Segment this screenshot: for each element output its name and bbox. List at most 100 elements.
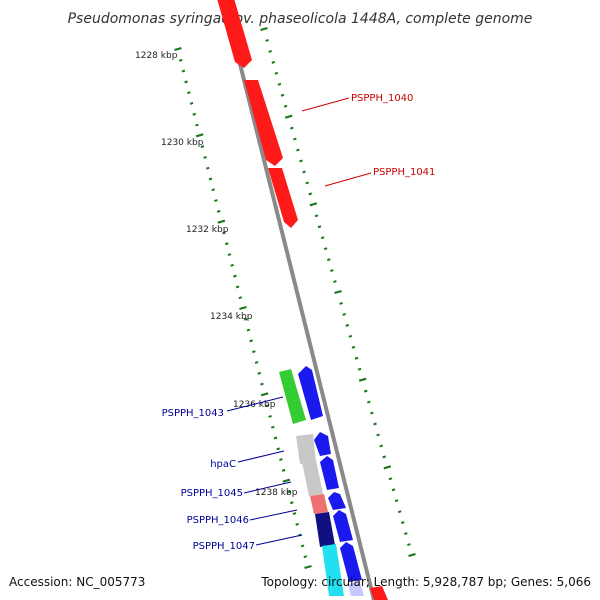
outer-ruler-tick — [284, 114, 293, 119]
inner-ruler-tick — [178, 58, 183, 62]
outer-ruler-tick — [351, 345, 356, 349]
gene-pspph-1043[interactable] — [279, 369, 306, 424]
label-pspph-1046[interactable]: PSPPH_1046 — [187, 515, 249, 526]
inner-ruler-tick — [214, 199, 218, 203]
outer-ruler-tick — [376, 433, 380, 437]
outer-ruler-tick — [320, 236, 325, 240]
inner-ruler-tick — [200, 145, 205, 149]
inner-ruler-tick — [187, 91, 191, 95]
outer-ruler-tick — [333, 280, 337, 283]
inner-ruler-tick — [260, 382, 264, 386]
inner-ruler-tick — [273, 436, 278, 440]
label-pspph-1047[interactable]: PSPPH_1047 — [193, 541, 255, 552]
outer-ruler-tick — [330, 269, 334, 273]
gene-salmon[interactable] — [310, 494, 328, 514]
outer-ruler-tick — [314, 214, 319, 218]
label-pspph-1043[interactable]: PSPPH_1043 — [162, 408, 224, 419]
inner-ruler-tick — [227, 253, 232, 256]
outer-ruler-tick — [388, 477, 393, 481]
gene-blue-4[interactable] — [328, 492, 346, 510]
outer-ruler-tick — [407, 543, 411, 546]
outer-ruler-tick — [308, 192, 313, 196]
leader-pspph-1041 — [324, 172, 372, 187]
inner-ruler-tick — [246, 328, 251, 332]
inner-ruler-tick — [260, 392, 269, 397]
gene-lavender[interactable] — [348, 582, 364, 596]
outer-ruler-tick — [299, 159, 303, 163]
outer-ruler-tick — [317, 225, 322, 229]
inner-ruler-tick — [303, 555, 308, 559]
inner-ruler-tick — [257, 371, 262, 375]
gene-pspph-1046[interactable] — [315, 512, 335, 547]
outer-ruler-tick — [370, 411, 374, 415]
inner-ruler-tick — [230, 263, 234, 267]
outer-ruler-tick — [309, 202, 318, 207]
inner-ruler-tick — [184, 80, 188, 84]
genome-backbone — [222, 0, 376, 600]
outer-ruler-tick — [265, 39, 269, 42]
tick-label-1234: 1234 kbp — [210, 312, 253, 322]
inner-ruler-tick — [295, 522, 299, 526]
inner-ruler-tick — [304, 564, 312, 570]
outer-ruler-tick — [293, 137, 297, 141]
inner-ruler-tick — [249, 339, 253, 343]
gene-blue-3[interactable] — [320, 456, 339, 490]
gene-pspph-1041[interactable] — [268, 168, 298, 228]
outer-ruler-tick — [277, 82, 282, 86]
gene-hpac[interactable] — [296, 434, 316, 464]
inner-ruler-tick — [233, 274, 237, 278]
inner-ruler-tick — [268, 414, 272, 418]
tick-label-1236: 1236 kbp — [233, 400, 276, 410]
leader-pspph-1047 — [255, 534, 303, 546]
gene-pspph-1047[interactable] — [322, 544, 344, 596]
outer-ruler-tick — [394, 499, 399, 503]
inner-ruler-tick — [282, 478, 291, 483]
gene-red-top[interactable] — [216, 0, 252, 68]
tick-label-1230: 1230 kbp — [161, 138, 204, 148]
inner-ruler-tick — [222, 231, 226, 235]
outer-ruler-tick — [354, 356, 359, 360]
gene-pspph-1045[interactable] — [302, 460, 323, 496]
inner-ruler-tick — [287, 490, 291, 494]
label-pspph-1040[interactable]: PSPPH_1040 — [351, 93, 413, 104]
kbp-ruler-track — [174, 26, 416, 570]
outer-ruler-tick — [348, 334, 353, 338]
label-pspph-1041[interactable]: PSPPH_1041 — [373, 167, 435, 178]
outer-ruler-tick — [408, 552, 416, 558]
outer-ruler-tick — [404, 532, 408, 536]
accession-text: Accession: NC_005773 — [9, 575, 145, 589]
inner-ruler-tick — [208, 177, 213, 181]
tick-label-1232: 1232 kbp — [186, 225, 229, 235]
leader-pspph-1045 — [243, 481, 292, 494]
outer-ruler-tick — [283, 104, 288, 108]
leader-pspph-1043 — [226, 396, 284, 412]
inner-ruler-tick — [189, 102, 194, 105]
label-pspph-1045[interactable]: PSPPH_1045 — [181, 488, 243, 499]
outer-ruler-tick — [271, 60, 276, 64]
outer-ruler-tick — [357, 367, 362, 371]
label-hpac[interactable]: hpaC — [210, 459, 236, 470]
gene-pspph-1040[interactable] — [244, 80, 283, 166]
gene-blue-6[interactable] — [340, 542, 362, 582]
inner-ruler-tick — [203, 155, 207, 159]
outer-ruler-tick — [260, 26, 268, 32]
outer-ruler-tick — [326, 258, 331, 262]
inner-ruler-tick — [239, 305, 247, 311]
outer-ruler-tick — [400, 521, 405, 525]
gene-blue-5[interactable] — [333, 510, 353, 542]
inner-ruler-tick — [300, 544, 305, 548]
gene-red-bottom[interactable] — [370, 586, 388, 600]
inner-ruler-tick — [205, 166, 210, 170]
gene-blue-1[interactable] — [298, 366, 323, 420]
gene-blue-2[interactable] — [314, 432, 331, 456]
outer-ruler-tick — [305, 181, 309, 185]
map-title: Pseudomonas syringae pv. phaseolicola 14… — [68, 11, 533, 27]
tick-label-1228: 1228 kbp — [135, 51, 178, 61]
outer-ruler-tick — [334, 289, 342, 295]
outer-ruler-tick — [358, 377, 367, 382]
inner-ruler-tick — [217, 219, 226, 224]
leader-pspph-1046 — [249, 509, 298, 521]
inner-ruler-tick — [276, 447, 281, 451]
tick-label-1238: 1238 kbp — [255, 488, 298, 498]
outer-ruler-tick — [274, 71, 279, 75]
